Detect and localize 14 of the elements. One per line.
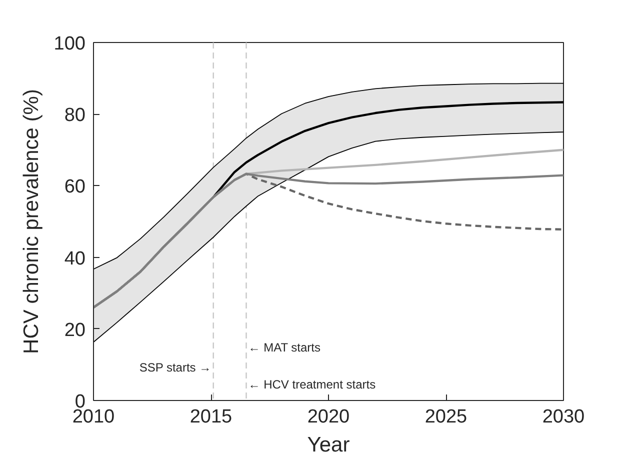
x-tick-label: 2015	[190, 406, 232, 428]
x-axis-title: Year	[307, 434, 350, 456]
y-tick-label: 40	[64, 248, 86, 270]
x-tick-label: 2030	[542, 406, 585, 428]
y-tick-label: 20	[64, 320, 86, 341]
y-tick-label: 100	[54, 34, 86, 54]
y-tick-label: 80	[64, 105, 86, 126]
annotation: ← HCV treatment starts	[248, 378, 376, 392]
x-tick-label: 2025	[424, 406, 468, 428]
annotation: ← MAT starts	[248, 340, 320, 354]
annotation: SSP starts →	[139, 360, 212, 374]
x-tick-label: 2020	[307, 406, 350, 428]
y-tick-label: 60	[64, 176, 86, 198]
y-axis-title: HCV chronic prevalence (%)	[20, 89, 43, 354]
